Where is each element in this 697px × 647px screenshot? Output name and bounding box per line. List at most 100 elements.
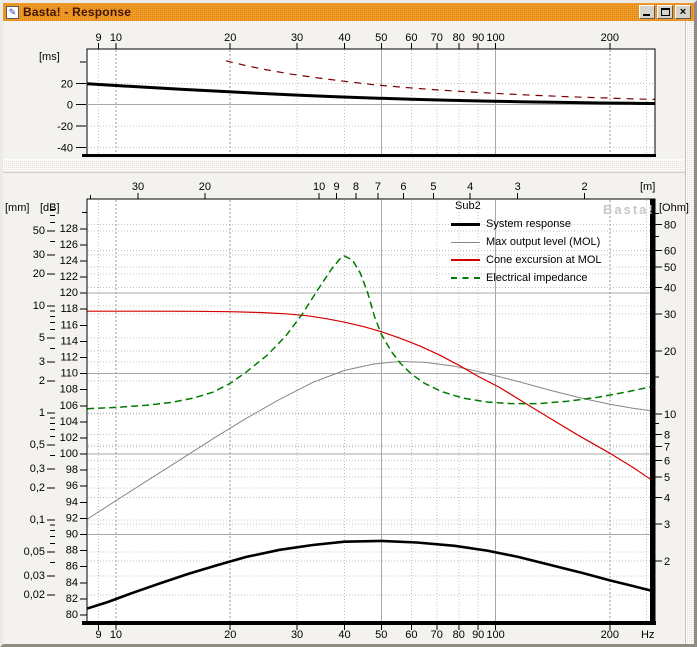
tick-label: 0,2 bbox=[30, 482, 45, 494]
tick-label: 7 bbox=[664, 442, 670, 454]
legend-label: System response bbox=[486, 218, 571, 230]
maximize-icon bbox=[661, 8, 670, 16]
tick-label: 2 bbox=[39, 375, 45, 387]
db-axis-unit-label: [dB] bbox=[40, 202, 60, 214]
tick-label: 0 bbox=[67, 100, 73, 112]
x-axis-bar bbox=[82, 154, 656, 157]
curve-cone-excursion bbox=[87, 310, 655, 483]
window-title: Basta! - Response bbox=[23, 5, 132, 19]
tick-label: 30 bbox=[664, 309, 676, 321]
tick-label: 0,05 bbox=[24, 546, 45, 558]
tick-label: 122 bbox=[60, 271, 78, 283]
legend-item-max-output-level: Max output level (MOL) bbox=[451, 233, 602, 251]
close-icon: × bbox=[679, 6, 687, 18]
tick-label: 20 bbox=[199, 181, 211, 193]
tick-label: 128 bbox=[60, 223, 78, 235]
tick-label: 50 bbox=[375, 32, 387, 44]
tick-label: 10 bbox=[110, 629, 122, 641]
tick-label: 30 bbox=[291, 32, 303, 44]
tick-label: 10 bbox=[664, 409, 676, 421]
tick-label: 4 bbox=[467, 181, 473, 193]
tick-label: 0,02 bbox=[24, 589, 45, 601]
minimize-icon bbox=[643, 14, 650, 16]
tick-label: 0,1 bbox=[30, 514, 45, 526]
legend-line-sample bbox=[451, 222, 480, 226]
tick-label: 6 bbox=[664, 456, 670, 468]
tick-label: 0,03 bbox=[24, 570, 45, 582]
minimize-button[interactable] bbox=[639, 5, 655, 19]
tick-label: 106 bbox=[60, 400, 78, 412]
tick-label: -20 bbox=[57, 121, 73, 133]
close-button[interactable]: × bbox=[675, 5, 691, 19]
tick-label: 100 bbox=[486, 629, 504, 641]
tick-label: 10 bbox=[33, 300, 45, 312]
tick-label: 1 bbox=[39, 407, 45, 419]
tick-label: 20 bbox=[224, 629, 236, 641]
tick-label: 124 bbox=[60, 255, 78, 267]
tick-label: 5 bbox=[664, 472, 670, 484]
tick-label: 98 bbox=[66, 464, 78, 476]
ms-axis-unit-label: [ms] bbox=[39, 51, 60, 63]
title-bar[interactable]: ✎ Basta! - Response × bbox=[3, 3, 694, 21]
tick-label: 90 bbox=[66, 528, 78, 540]
window-controls: × bbox=[639, 5, 691, 19]
tick-label: 116 bbox=[60, 319, 78, 331]
tick-label: 9 bbox=[96, 629, 102, 641]
tick-label: 20 bbox=[33, 268, 45, 280]
main-chart-series bbox=[87, 255, 655, 610]
tick-label: 8 bbox=[664, 429, 670, 441]
tick-label: 92 bbox=[66, 512, 78, 524]
tick-label: 3 bbox=[39, 356, 45, 368]
legend-label: Electrical impedance bbox=[486, 272, 588, 284]
legend-item-cone-excursion: Cone excursion at MOL bbox=[451, 251, 602, 269]
tick-label: 126 bbox=[60, 239, 78, 251]
chart-legend: Sub2 System response Max output level (M… bbox=[451, 200, 602, 287]
legend-item-electrical-impedance: Electrical impedance bbox=[451, 269, 602, 287]
app-icon: ✎ bbox=[6, 5, 19, 19]
tick-label: 6 bbox=[400, 181, 406, 193]
tick-label: 7 bbox=[375, 181, 381, 193]
tick-label: 114 bbox=[60, 335, 78, 347]
tick-label: 120 bbox=[60, 287, 78, 299]
tick-label: 50 bbox=[33, 225, 45, 237]
tick-label: 20 bbox=[224, 32, 236, 44]
tick-label: 86 bbox=[66, 561, 78, 573]
tick-label: 50 bbox=[375, 629, 387, 641]
tick-label: 40 bbox=[338, 32, 350, 44]
curve-max-output-level bbox=[87, 361, 655, 520]
curve-electrical-impedance bbox=[87, 255, 655, 410]
tick-label: 200 bbox=[601, 629, 619, 641]
tick-label: 112 bbox=[60, 351, 78, 363]
right-scrollbar-track[interactable] bbox=[685, 21, 694, 644]
tick-label: 10 bbox=[313, 181, 325, 193]
tick-label: 3 bbox=[664, 519, 670, 531]
tick-label: 5 bbox=[430, 181, 436, 193]
tick-label: 88 bbox=[66, 545, 78, 557]
tick-label: 9 bbox=[333, 181, 339, 193]
maximize-button[interactable] bbox=[657, 5, 673, 19]
hz-axis-unit-label: Hz bbox=[641, 629, 655, 641]
legend-line-sample bbox=[451, 241, 480, 243]
tick-label: 0,5 bbox=[30, 439, 45, 451]
tick-label: 40 bbox=[338, 629, 350, 641]
top-chart-series bbox=[87, 60, 655, 105]
curve-set-title: Sub2 bbox=[455, 200, 481, 212]
tick-label: 0,3 bbox=[30, 463, 45, 475]
tick-label: 60 bbox=[405, 629, 417, 641]
tick-label: 30 bbox=[132, 181, 144, 193]
tick-label: 96 bbox=[66, 480, 78, 492]
tick-label: 60 bbox=[405, 32, 417, 44]
mm-axis-unit-label: [mm] bbox=[5, 202, 30, 214]
tick-label: 108 bbox=[60, 384, 78, 396]
tick-label: 20 bbox=[664, 346, 676, 358]
tick-label: 84 bbox=[66, 577, 78, 589]
curve-system-response bbox=[87, 539, 655, 610]
tick-label: 70 bbox=[431, 629, 443, 641]
legend-item-system-response: System response bbox=[451, 215, 602, 233]
tick-label: 2 bbox=[664, 556, 670, 568]
tick-label: 20 bbox=[61, 78, 73, 90]
legend-line-sample bbox=[451, 277, 480, 279]
panel-splitter[interactable] bbox=[3, 159, 694, 173]
legend-label: Max output level (MOL) bbox=[486, 236, 601, 248]
legend-label: Cone excursion at MOL bbox=[486, 254, 602, 266]
